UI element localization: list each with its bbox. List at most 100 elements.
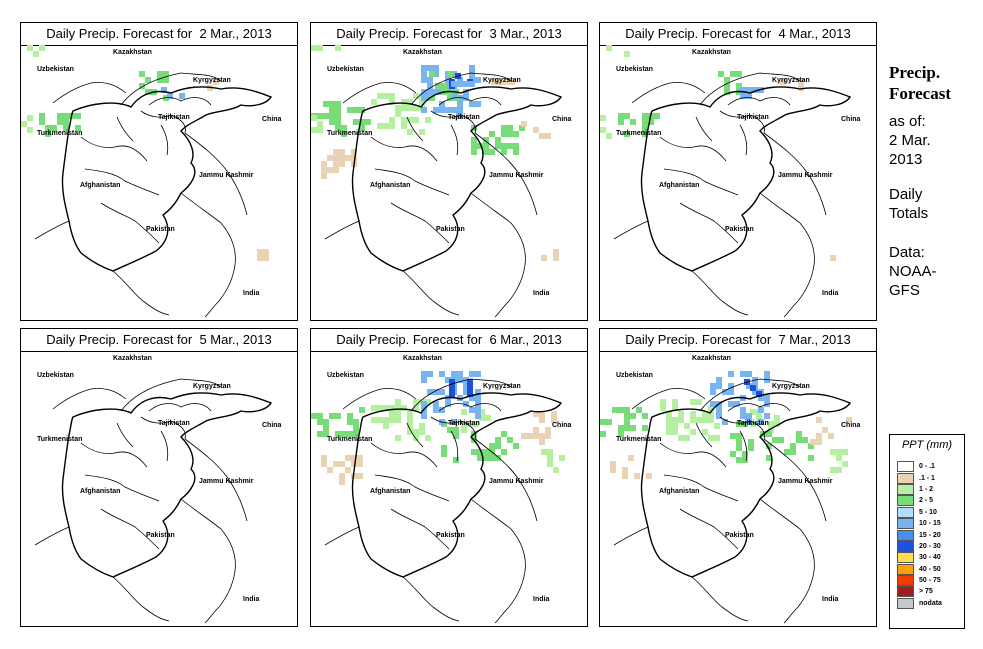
precip-cell — [351, 461, 357, 467]
precip-cell — [335, 431, 341, 437]
label-afghanistan: Afghanistan — [659, 182, 699, 189]
precip-cell — [345, 155, 351, 161]
precip-cell — [624, 51, 630, 57]
boundary-line — [34, 220, 70, 240]
precip-cell — [321, 161, 327, 167]
precip-cell — [333, 167, 339, 173]
label-turkmenistan: Turkmenistan — [616, 130, 661, 137]
precip-cell — [45, 131, 51, 137]
precip-cell — [501, 125, 507, 131]
boundary-line — [100, 202, 160, 244]
precip-cell — [425, 435, 431, 441]
precip-cell — [341, 431, 347, 437]
precip-cell — [483, 143, 489, 149]
boundary-line — [679, 202, 739, 244]
precip-layer — [311, 371, 565, 485]
precip-layer — [600, 371, 852, 479]
precip-cell — [654, 113, 660, 119]
precip-cell — [696, 399, 702, 405]
precip-cell — [419, 99, 425, 105]
boundary-line — [342, 82, 417, 104]
precip-cell — [449, 391, 455, 397]
precip-cell — [439, 407, 445, 413]
precip-cell — [413, 405, 419, 411]
label-kyrgyzstan: Kyrgyzstan — [483, 77, 521, 84]
precip-cell — [395, 111, 401, 117]
precip-cell — [407, 117, 413, 123]
precip-cell — [624, 413, 630, 419]
legend-label: 0 - .1 — [919, 463, 935, 471]
precip-cell — [507, 437, 513, 443]
boundary-line — [410, 72, 512, 106]
precip-cell — [489, 149, 495, 155]
map-labels: Kazakhstan Uzbekistan Kyrgyzstan Tajikis… — [327, 355, 572, 603]
precip-cell — [469, 71, 475, 77]
precip-cell — [451, 107, 457, 113]
label-tajikistan: Tajikistan — [448, 114, 480, 121]
precip-cell — [395, 399, 401, 405]
precip-cell — [407, 429, 413, 435]
precip-cell — [321, 173, 327, 179]
precip-cell — [736, 445, 742, 451]
precip-cell — [521, 121, 527, 127]
precip-cell — [636, 407, 642, 413]
precip-cell — [161, 87, 167, 93]
precip-cell — [768, 421, 774, 427]
precip-cell — [684, 423, 690, 429]
precip-cell — [433, 107, 439, 113]
precip-cell — [383, 405, 389, 411]
afghanistan-border — [351, 86, 563, 272]
precip-cell — [347, 107, 353, 113]
precip-cell — [784, 449, 790, 455]
precip-cell — [513, 131, 519, 137]
precip-cell — [353, 107, 359, 113]
precip-cell — [545, 433, 551, 439]
label-uzbekistan: Uzbekistan — [616, 66, 653, 73]
precip-cell — [778, 437, 784, 443]
precip-cell — [708, 405, 714, 411]
precip-cell — [333, 461, 339, 467]
precip-cell — [421, 107, 427, 113]
precip-cell — [327, 155, 333, 161]
precip-cell — [690, 411, 696, 417]
label-india: India — [533, 596, 549, 603]
precip-cell — [433, 89, 439, 95]
boundary-line — [691, 270, 749, 316]
precip-cell — [401, 99, 407, 105]
precip-cell — [678, 417, 684, 423]
precip-cell — [479, 409, 485, 415]
borders-layer — [34, 72, 273, 318]
precip-cell — [545, 427, 551, 433]
precip-cell — [347, 413, 353, 419]
precip-cell — [624, 425, 630, 431]
precip-cell — [842, 449, 848, 455]
boundary-line — [406, 422, 424, 448]
precip-cell — [421, 371, 427, 377]
precip-layer — [311, 45, 559, 261]
precip-cell — [27, 45, 33, 51]
legend-swatch — [897, 540, 914, 552]
precip-cell — [351, 149, 357, 155]
precip-cell — [527, 433, 533, 439]
precip-cell — [461, 427, 467, 433]
sidebar-as-of: as of: 2 Mar. 2013 — [889, 112, 931, 169]
precip-cell — [716, 377, 722, 383]
boundary-line — [184, 132, 248, 216]
precip-cell — [329, 113, 335, 119]
boundary-line — [52, 388, 127, 410]
precip-cell — [463, 81, 469, 87]
precip-cell — [714, 423, 720, 429]
boundary-line — [410, 378, 512, 412]
precip-cell — [716, 383, 722, 389]
precip-cell — [816, 433, 822, 439]
precip-cell — [513, 149, 519, 155]
precip-cell — [766, 431, 772, 437]
precip-cell — [63, 113, 69, 119]
precip-cell — [463, 383, 469, 389]
precip-cell — [802, 437, 808, 443]
precip-cell — [539, 133, 545, 139]
boundary-line — [180, 498, 236, 624]
precip-cell — [347, 431, 353, 437]
precip-cell — [457, 77, 463, 83]
precip-cell — [445, 107, 451, 113]
